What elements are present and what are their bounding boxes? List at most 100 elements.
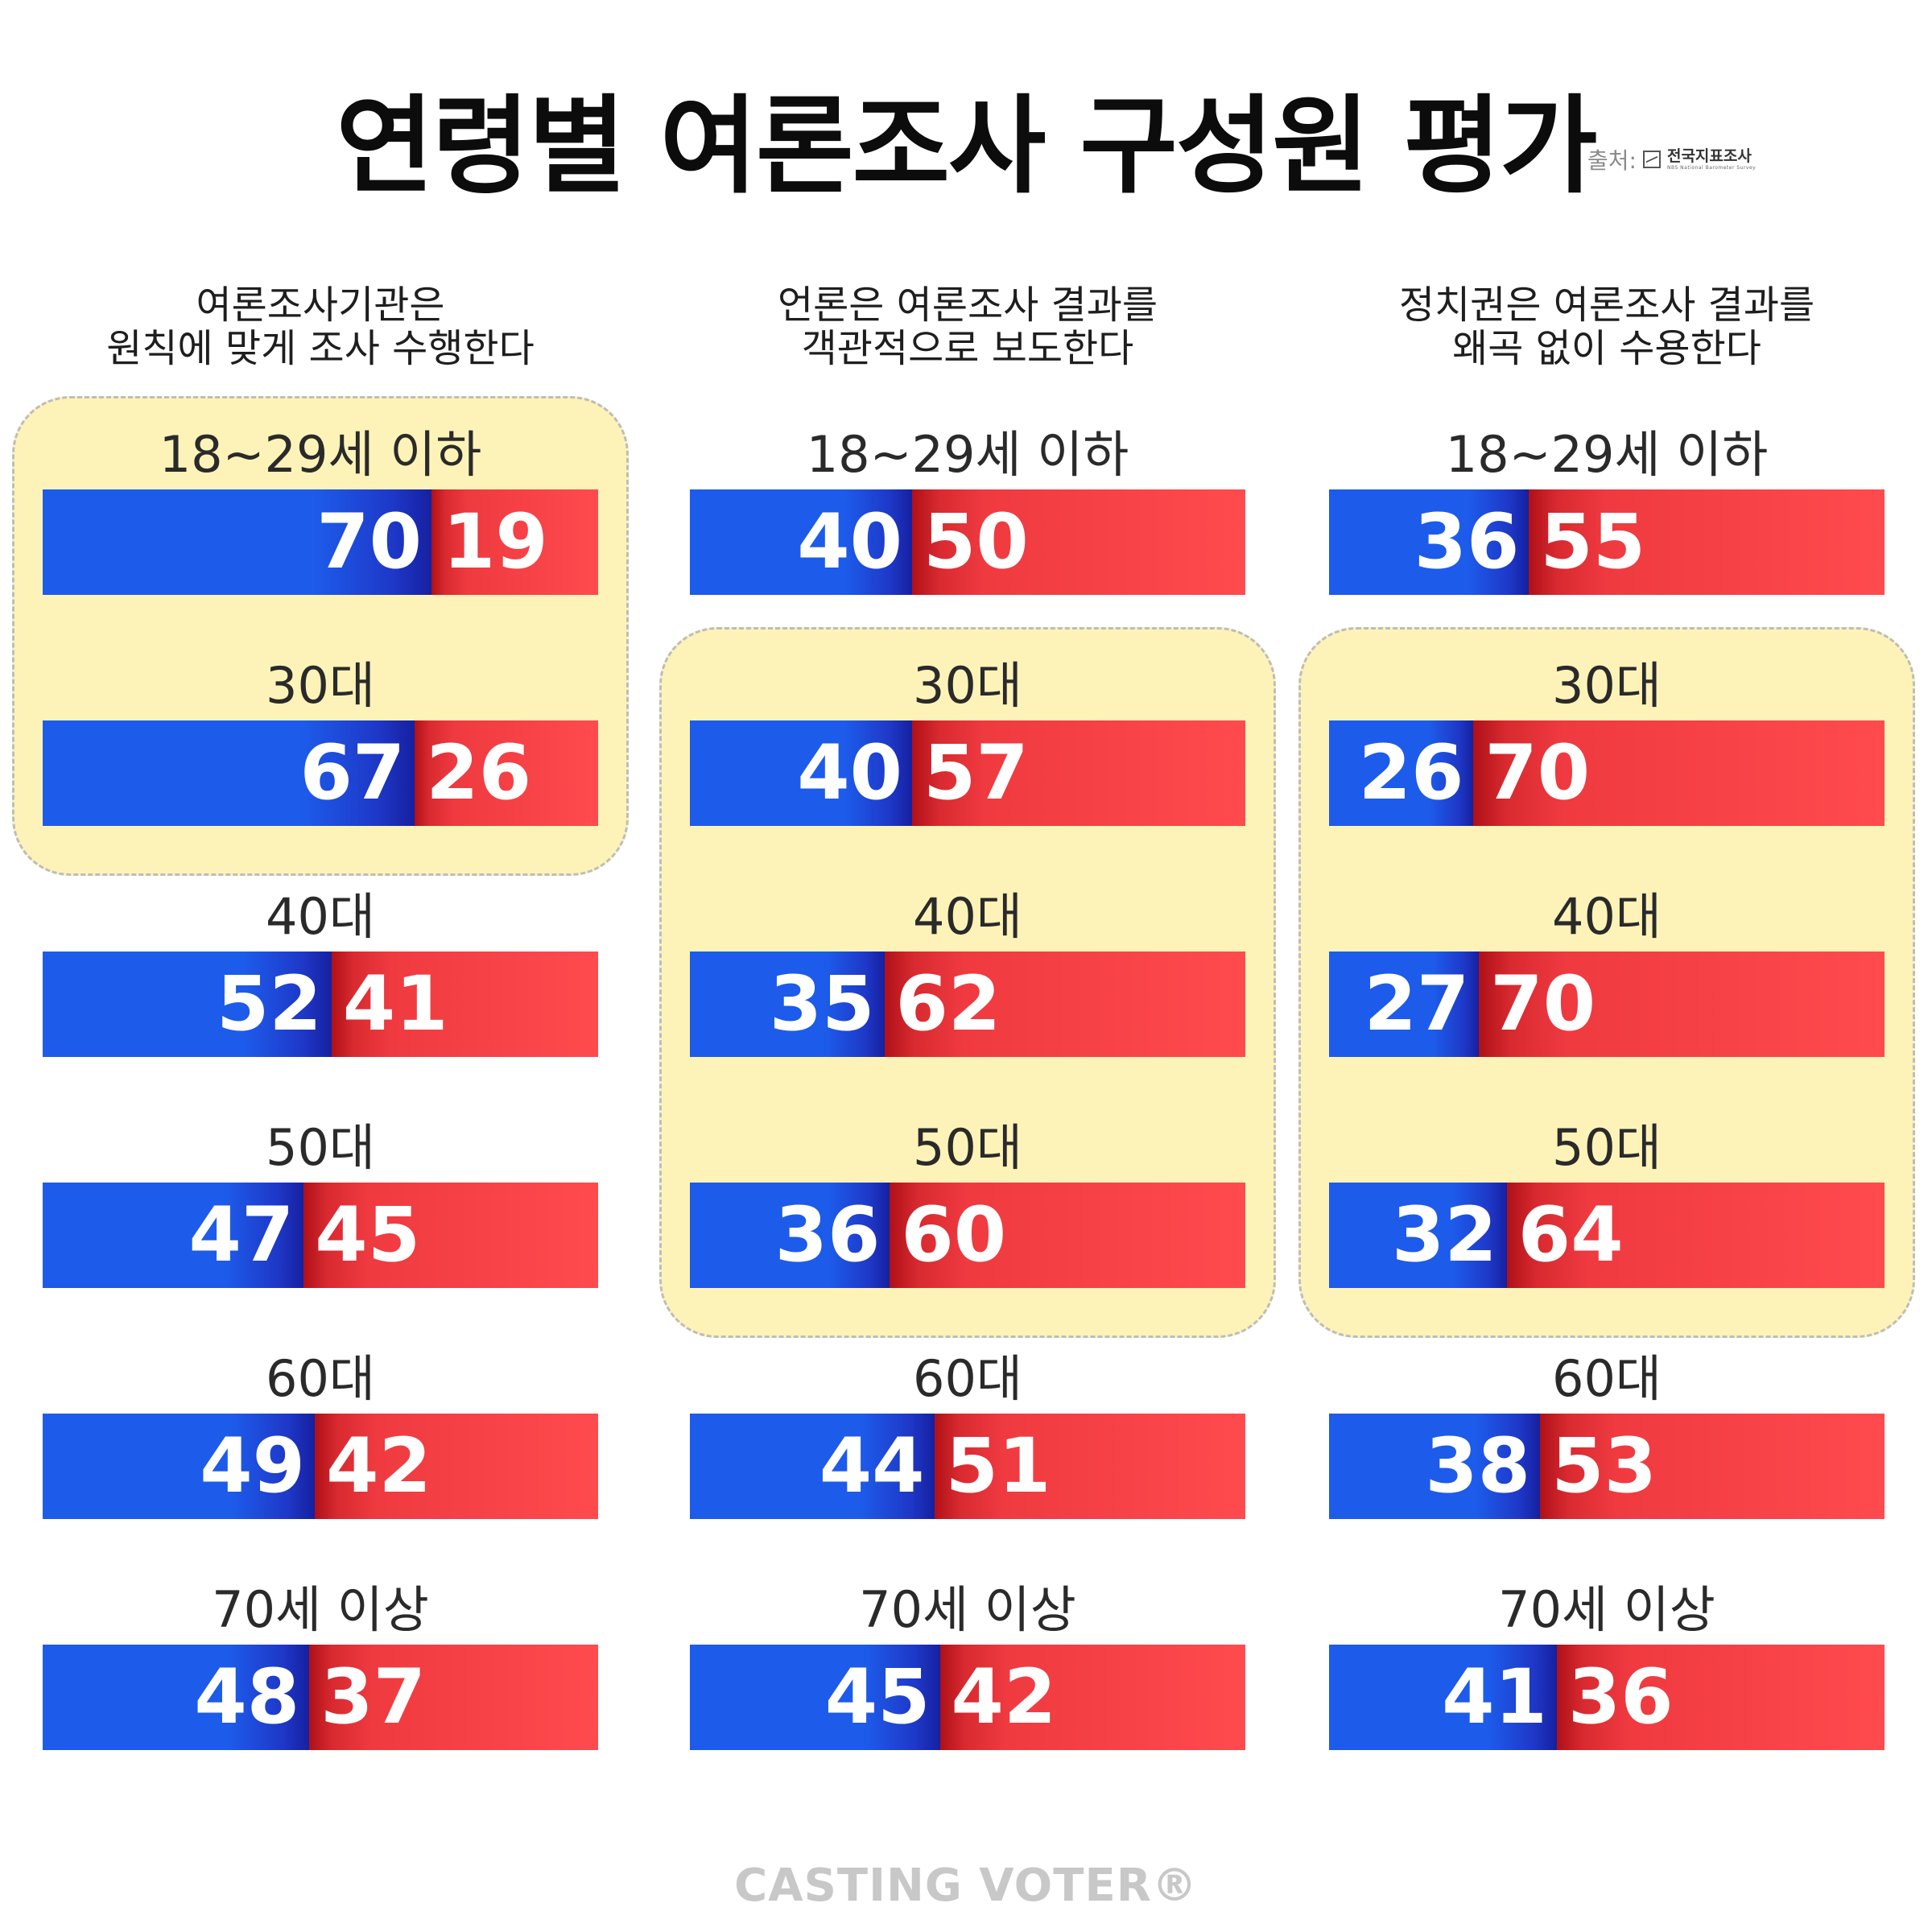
bar-negative [1506,1183,1885,1288]
bar-row: 40 50 [690,489,1245,595]
bar-positive [43,720,415,826]
source-subtitle: NBS National Barometer Survey [1666,164,1757,171]
value-negative: 19 [443,498,548,586]
value-positive: 40 [797,729,902,817]
value-positive: 48 [194,1653,300,1741]
value-negative: 51 [945,1422,1051,1510]
bar-row: 45 42 [690,1645,1245,1750]
value-positive: 27 [1364,960,1470,1048]
age-group-label: 70세 이상 [859,1580,1076,1639]
value-negative: 42 [951,1653,1057,1741]
column-header: 정치권은 여론조사 결과를 왜곡 없이 수용한다 [1301,283,1913,370]
column-header-line: 여론조사기관은 [196,283,445,328]
bar-row: 32 64 [1329,1183,1885,1288]
source-logo: 전국지표조사 NBS National Barometer Survey [1666,147,1757,171]
bar-negative [1479,952,1885,1057]
age-group-label: 50대 [266,1118,375,1177]
column-header-line: 정치권은 여론조사 결과를 [1398,283,1815,328]
value-positive: 70 [316,498,422,586]
value-positive: 32 [1391,1191,1497,1279]
age-group-label: 18~29세 이하 [1445,425,1769,484]
bar-positive [1329,952,1480,1057]
page-title: 연령별 여론조사 구성원 평가 [336,85,1597,208]
value-positive: 52 [216,960,322,1048]
bar-negative [912,489,1245,595]
value-negative: 62 [895,960,1001,1048]
bar-positive [43,1414,316,1519]
bar-row: 27 70 [1329,952,1885,1057]
value-positive: 49 [200,1422,306,1510]
value-negative: 70 [1490,960,1596,1048]
column-header: 여론조사기관은 원칙에 맞게 조사 수행한다 [14,283,626,370]
source-credit: 출처: 전국지표조사 NBS National Barometer Survey [1587,143,1756,175]
value-negative: 45 [315,1191,421,1279]
age-group-label: 60대 [266,1349,375,1408]
bar-positive [43,1645,310,1750]
source-name: 전국지표조사 [1666,147,1752,165]
bar-positive [43,952,332,1057]
bar-positive [1329,1183,1507,1288]
value-positive: 40 [797,498,902,586]
value-positive: 26 [1358,729,1464,817]
bar-positive [43,1183,304,1288]
value-positive: 36 [774,1191,881,1279]
bar-positive [1329,720,1474,826]
value-negative: 50 [923,498,1029,586]
bar-negative [939,1645,1245,1750]
bar-negative [303,1183,598,1288]
bar-row: 41 36 [1329,1645,1885,1750]
value-positive: 35 [769,960,875,1048]
bar-negative [1473,720,1885,826]
age-group-label: 30대 [1552,656,1662,715]
age-group-label: 50대 [913,1118,1022,1177]
bar-positive [1329,1645,1557,1750]
bar-row: 48 37 [43,1645,598,1750]
bar-row: 49 42 [43,1414,598,1519]
bar-row: 47 45 [43,1183,598,1288]
value-positive: 45 [824,1653,931,1741]
bar-row: 70 19 [43,489,598,595]
bar-row: 67 26 [43,720,598,826]
bar-negative [1529,489,1885,595]
bar-positive [690,720,912,826]
value-negative: 37 [320,1653,426,1741]
value-negative: 64 [1517,1191,1624,1279]
value-positive: 47 [188,1191,295,1279]
age-group-label: 40대 [913,887,1022,946]
value-positive: 38 [1425,1422,1531,1510]
value-negative: 55 [1540,498,1646,586]
age-group-label: 30대 [266,656,375,715]
chart-line-icon [1642,151,1661,168]
bar-negative [1556,1645,1885,1750]
age-group-label: 30대 [913,656,1022,715]
value-negative: 60 [901,1191,1007,1279]
bar-row: 35 62 [690,952,1245,1057]
value-positive: 36 [1414,498,1520,586]
bar-row: 36 55 [1329,489,1885,595]
value-positive: 67 [299,729,406,817]
age-group-label: 70세 이상 [1498,1580,1715,1639]
column-header-line: 언론은 여론조사 결과를 [777,283,1158,328]
value-negative: 53 [1551,1422,1657,1510]
bar-negative [415,720,598,826]
bar-positive [690,1645,940,1750]
column-header-line: 원칙에 맞게 조사 수행한다 [106,326,535,371]
value-negative: 57 [923,729,1029,817]
age-group-label: 40대 [266,887,375,946]
value-negative: 26 [426,729,532,817]
age-group-label: 40대 [1552,887,1662,946]
source-label: 출처: [1587,147,1637,174]
value-negative: 36 [1567,1653,1674,1741]
column-header-line: 객관적으로 보도한다 [801,326,1134,371]
column-header: 언론은 여론조사 결과를 객관적으로 보도한다 [662,283,1274,370]
value-negative: 42 [326,1422,431,1510]
age-group-label: 60대 [1552,1349,1662,1408]
bar-positive [43,489,431,595]
bar-positive [690,1183,890,1288]
bar-positive [690,1414,935,1519]
age-group-label: 50대 [1552,1118,1662,1177]
bar-negative [315,1414,598,1519]
bar-negative [884,952,1245,1057]
bar-negative [309,1645,598,1750]
bar-negative [331,952,598,1057]
